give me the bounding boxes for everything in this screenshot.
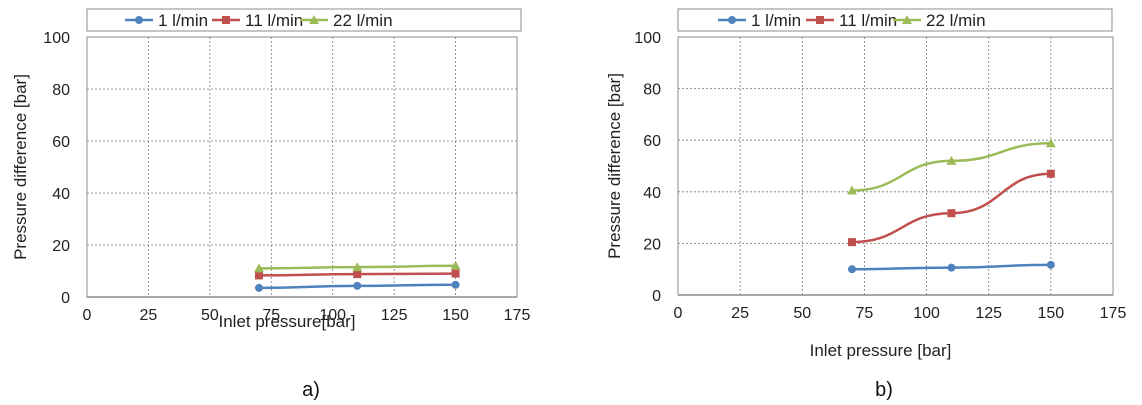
y-tick-label: 80 <box>52 82 70 99</box>
series-11-l-min <box>255 269 460 280</box>
y-tick-label: 40 <box>52 186 70 203</box>
x-tick-label: 25 <box>731 305 749 322</box>
x-tick-label: 0 <box>83 307 92 324</box>
data-point <box>451 269 460 278</box>
legend-swatch-marker <box>222 16 230 24</box>
x-tick-label: 50 <box>793 305 811 322</box>
legend-label: 22 l/min <box>333 11 393 30</box>
x-tick-label: 150 <box>1038 305 1065 322</box>
series-11-l-min <box>848 169 1055 247</box>
series-22-l-min <box>254 260 461 273</box>
y-tick-label: 20 <box>643 236 661 253</box>
legend-swatch-marker <box>816 16 824 24</box>
y-tick-label: 20 <box>52 238 70 255</box>
legend-label: 1 l/min <box>158 11 208 30</box>
y-axis-title: Pressure difference [bar] <box>605 73 624 259</box>
legend-label: 11 l/min <box>245 11 303 30</box>
data-point <box>450 260 461 270</box>
series-1-l-min <box>848 260 1055 274</box>
data-point <box>353 270 362 279</box>
data-point <box>947 209 956 218</box>
x-tick-label: 150 <box>442 307 469 324</box>
x-tick-label: 25 <box>140 307 158 324</box>
data-point <box>947 263 956 272</box>
legend-swatch-marker <box>135 16 143 24</box>
legend-label: 1 l/min <box>751 11 801 30</box>
series-1-l-min <box>255 280 460 292</box>
data-point <box>847 185 857 195</box>
data-point <box>352 262 363 272</box>
data-point <box>946 155 957 165</box>
legend: 1 l/min 11 l/min 22 l/min <box>677 8 1113 32</box>
plot-area <box>86 36 518 298</box>
x-axis-title: Inlet pressure [bar] <box>810 341 952 360</box>
y-tick-label: 60 <box>52 134 70 151</box>
data-point <box>848 238 856 247</box>
x-tick-label: 50 <box>201 307 219 324</box>
data-point <box>848 265 856 274</box>
x-tick-label: 125 <box>381 307 408 324</box>
chart-caption: a) <box>302 379 320 401</box>
y-tick-label: 0 <box>61 290 70 307</box>
data-point <box>255 283 263 292</box>
data-point <box>353 281 362 290</box>
x-tick-label: 125 <box>975 305 1002 322</box>
data-point <box>1046 169 1055 178</box>
data-point <box>255 271 263 280</box>
y-axis-title: Pressure difference [bar] <box>11 74 30 260</box>
x-tick-label: 75 <box>262 307 280 324</box>
data-point <box>1045 138 1056 148</box>
x-tick-label: 100 <box>319 307 346 324</box>
data-point <box>1046 260 1055 269</box>
series-22-l-min <box>847 138 1056 195</box>
data-point <box>254 263 264 273</box>
y-tick-label: 40 <box>643 185 661 202</box>
y-tick-label: 100 <box>43 30 70 47</box>
y-tick-label: 0 <box>652 288 661 305</box>
legend-swatch-marker <box>728 16 736 24</box>
x-tick-label: 0 <box>674 305 683 322</box>
x-tick-label: 175 <box>504 307 531 324</box>
x-axis-title: Inlet pressure[bar] <box>218 312 355 331</box>
legend-swatch-marker <box>309 15 319 24</box>
x-tick-label: 100 <box>913 305 940 322</box>
chart-b: 0 25 50 75 100 125 150 175 0 20 40 60 80 100 Inlet pre… <box>605 8 1127 401</box>
chart-caption: b) <box>875 379 893 401</box>
data-point <box>451 280 460 289</box>
legend-label: 11 l/min <box>839 11 897 30</box>
y-tick-label: 100 <box>634 30 661 47</box>
x-tick-label: 175 <box>1100 305 1127 322</box>
y-tick-label: 80 <box>643 82 661 99</box>
x-tick-label: 75 <box>856 305 874 322</box>
y-tick-label: 60 <box>643 133 661 150</box>
legend: 1 l/min 11 l/min 22 l/min <box>86 8 522 32</box>
legend-label: 22 l/min <box>926 11 986 30</box>
legend-swatch-marker <box>902 15 912 24</box>
plot-area <box>677 36 1114 296</box>
